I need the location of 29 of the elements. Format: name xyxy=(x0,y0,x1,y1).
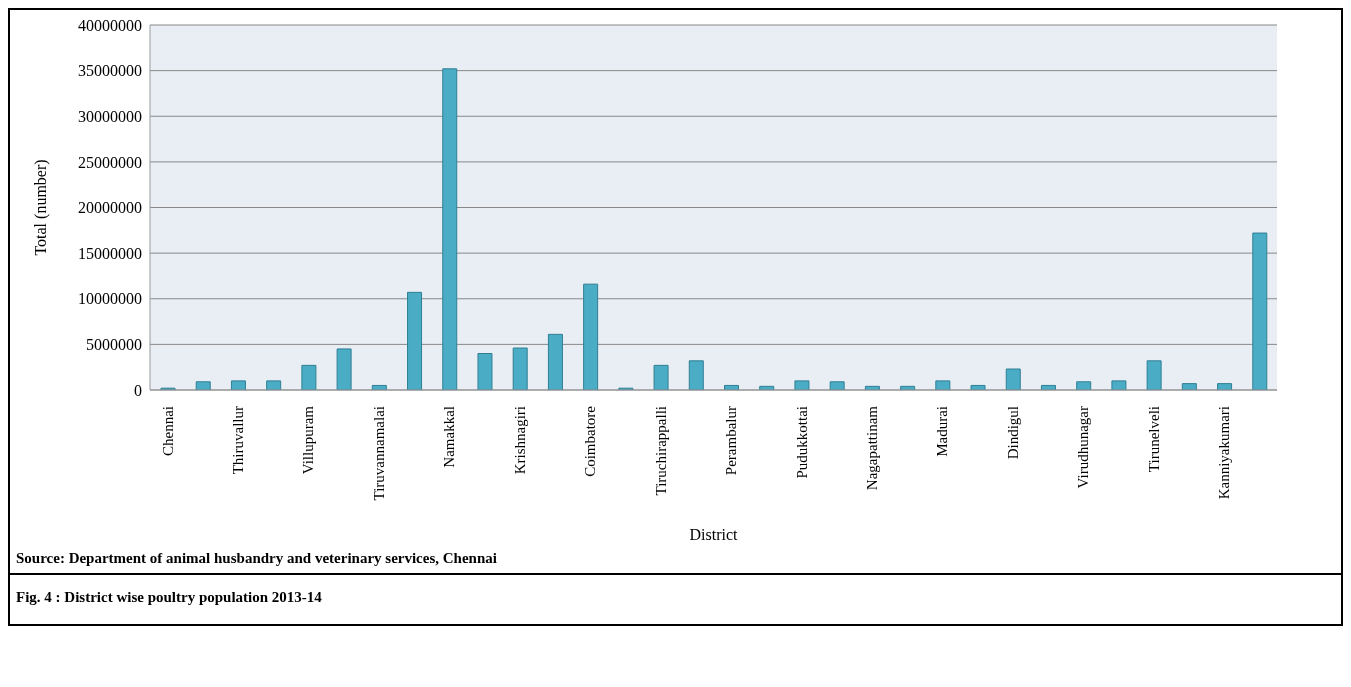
x-tick-label: Tirunelveli xyxy=(1145,406,1162,473)
x-tick-label: Madurai xyxy=(934,406,951,457)
source-note: Source: Department of animal husbandry and veterinary services, Chennai xyxy=(15,550,498,568)
y-tick-label: 40000000 xyxy=(78,16,142,34)
x-tick-label: Kanniyakumari xyxy=(1216,406,1233,500)
x-tick-label: Perambalur xyxy=(723,406,740,476)
y-tick-label: 20000000 xyxy=(78,199,142,217)
x-tick-label: Villupuram xyxy=(300,405,317,475)
x-tick-label: Thiruvallur xyxy=(230,406,247,475)
x-tick-label: Tiruvannamalai xyxy=(370,406,387,501)
x-tick-label: Pudukkottai xyxy=(793,406,810,479)
y-tick-label: 10000000 xyxy=(78,290,142,308)
y-tick-label: 5000000 xyxy=(86,336,142,354)
x-tick-label: Chennai xyxy=(159,406,176,456)
x-tick-label: Dindigul xyxy=(1004,406,1021,460)
x-tick-label: Krishnagiri xyxy=(511,406,528,475)
y-axis-title: Total (number) xyxy=(31,159,50,256)
x-tick-label: Namakkal xyxy=(441,406,458,468)
y-tick-label: 30000000 xyxy=(78,107,142,125)
x-axis-title: District xyxy=(689,526,739,543)
x-tick-label: Tiruchirappalli xyxy=(652,406,669,496)
y-tick-label: 35000000 xyxy=(78,62,142,80)
x-tick-label: Nagapattinam xyxy=(863,405,880,491)
text: Fig. 4 : District wise poultry population 2013-14 xyxy=(10,573,1341,624)
y-tick-label: 25000000 xyxy=(78,153,142,171)
y-tick-label: 0 xyxy=(134,381,142,399)
x-tick-label: Coimbatore xyxy=(582,405,599,477)
y-tick-label: 15000000 xyxy=(78,244,142,262)
x-tick-label: Virudhunagar xyxy=(1075,406,1092,489)
